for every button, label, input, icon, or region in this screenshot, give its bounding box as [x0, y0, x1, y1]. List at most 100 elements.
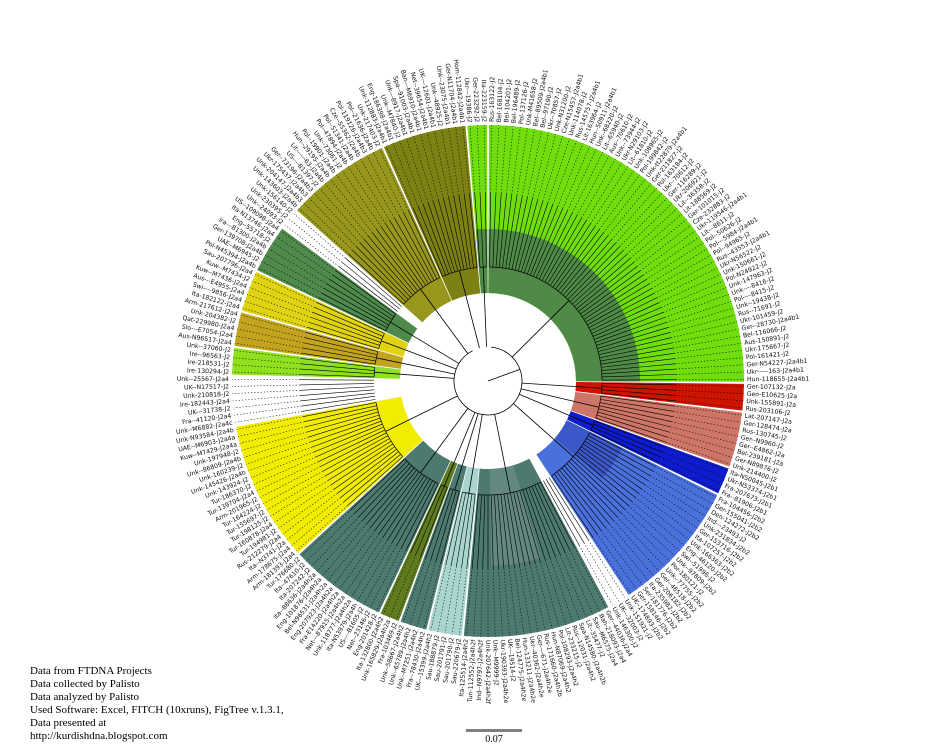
leaf-branch [584, 440, 648, 481]
leaf-branch [595, 317, 666, 343]
leaf-branch [545, 478, 585, 543]
leaf-label: Rus-203106-J2 [745, 405, 791, 417]
leaf-branch [350, 458, 406, 510]
leaf-label: Ind--N9797-J2a4h2f [476, 639, 485, 701]
leaf-branch [313, 423, 383, 453]
leaf-branch [535, 210, 568, 278]
clade-arc [403, 277, 440, 305]
clade-stem [443, 412, 476, 487]
leaf-branch [360, 242, 411, 298]
leaf-branch [564, 465, 614, 521]
leaf-branch [556, 471, 602, 532]
leaf-branch [579, 448, 639, 494]
leaf-branch [601, 386, 676, 391]
leaf-branch [573, 456, 629, 506]
leaf-branch [413, 208, 443, 277]
leaf-branch [590, 429, 658, 462]
credits-line: Data analyzed by Palisto [30, 691, 140, 703]
leaf-branch [340, 451, 399, 498]
leaf-branch [601, 358, 675, 368]
leaf-branch [300, 368, 375, 375]
leaf-branch [380, 226, 424, 288]
leaf-branch [302, 352, 376, 365]
leaf-branch [302, 347, 376, 362]
leaf-branch [596, 414, 668, 438]
clade-wedge-salmon [570, 391, 743, 467]
leaf-branch [343, 453, 401, 502]
leaf-label: Hun-118655-J2a4b1 [747, 376, 809, 383]
clade-wedge-teal-b [400, 463, 467, 630]
leaf-branch [425, 488, 451, 559]
leaf-label: Ire-218531-J2 [187, 359, 230, 369]
leaf-branch [389, 220, 429, 284]
leaf-branch [591, 302, 660, 334]
leaf-branch [588, 292, 655, 329]
leaf-branch [497, 494, 505, 569]
leaf-branch [601, 363, 676, 371]
leaf-label: Ukr-190393-J2a4h2e [499, 639, 510, 703]
leaf-branch [568, 461, 622, 514]
leaf-branch [474, 193, 481, 268]
scale-bar: 0.07 [466, 729, 522, 745]
leaf-leader-dotted [234, 405, 302, 416]
clade-arc [551, 432, 590, 476]
leaf-branch [560, 235, 608, 294]
leaf-branch [561, 467, 610, 525]
leaf-leader-dotted [232, 389, 301, 394]
leaf-branch [342, 262, 400, 310]
leaf-branch [543, 480, 580, 546]
leaf-branch [513, 492, 531, 565]
leaf-branch [587, 435, 654, 472]
leaf-branch [448, 197, 465, 270]
leaf-branch [530, 206, 559, 276]
credits-line: Data collected by Palisto [30, 678, 140, 690]
clade-stem [420, 288, 469, 354]
leaf-branch [548, 477, 589, 541]
leaf-branch [396, 480, 433, 546]
leaf-branch [302, 399, 376, 412]
leaf-branch [427, 202, 452, 274]
scale-bar-line [466, 729, 522, 732]
clade-inner-band [475, 229, 488, 294]
leaf-branch [300, 374, 375, 378]
leaf-branch [485, 193, 487, 268]
leaf-branch [469, 193, 478, 268]
leaf-branch [461, 493, 473, 568]
clade-stem [459, 270, 480, 349]
leaf-branch [502, 194, 513, 268]
clade-wedge-yellow-main [236, 396, 423, 553]
leaf-branch [320, 432, 387, 467]
leaf-branch [310, 317, 381, 343]
leaf-branch [324, 288, 389, 326]
leaf-branch [310, 417, 381, 443]
leaf-branch [592, 307, 662, 337]
leaf-branch [522, 489, 546, 561]
leaf-branch [547, 220, 587, 284]
leaf-branch [587, 288, 652, 326]
leaf-branch [337, 448, 397, 494]
leaf-branch [345, 258, 402, 307]
clade-stem [374, 371, 455, 379]
clade-inner-band [489, 465, 542, 566]
leaf-branch [598, 408, 671, 428]
leaf-label: Ukr---19386-J2 [463, 78, 473, 123]
leaf-label: Ger-223292-J2 [471, 77, 480, 122]
leaf-label: Bel-104201-J2 [503, 79, 513, 123]
leaf-branch [601, 392, 675, 402]
leaf-branch [307, 327, 379, 349]
leaf-label: Bel-196489-J2 [511, 79, 522, 124]
leaf-branch [519, 490, 541, 562]
leaf-branch [322, 435, 389, 472]
leaf-branch [362, 465, 412, 521]
leaf-branch [528, 487, 556, 557]
leaf-branch [301, 358, 375, 368]
clade-stem [376, 357, 455, 375]
leaf-branch [577, 451, 636, 498]
leaf-branch [391, 478, 431, 543]
leaf-branch [356, 246, 409, 300]
leaf-branch [600, 347, 674, 362]
leaf-branch [490, 494, 494, 569]
leaf-label: Ukr-----163-J2a4b1 [747, 367, 804, 376]
leaf-branch [601, 368, 676, 375]
credits-url: http://kurdishdna.blogspot.com [30, 730, 168, 742]
